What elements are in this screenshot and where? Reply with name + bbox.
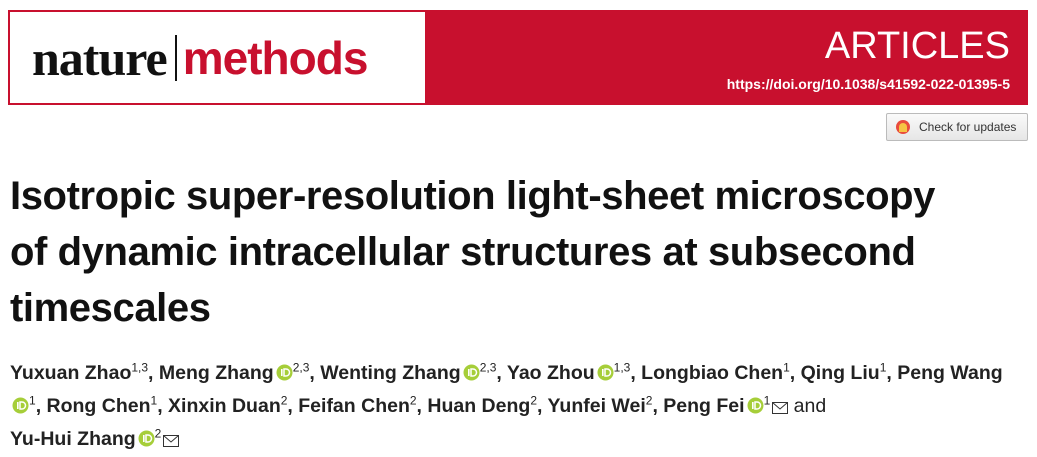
journal-name: methods: [182, 31, 369, 84]
author[interactable]: Yuxuan Zhao1,3: [10, 360, 149, 385]
orcid-icon[interactable]: [747, 393, 764, 424]
separator: ,: [35, 395, 42, 417]
logo-divider: [174, 34, 177, 81]
title-line: Isotropic super-resolution light-sheet m…: [10, 174, 935, 218]
affiliation: 2: [409, 393, 417, 408]
separator: ,: [309, 362, 315, 384]
email-icon[interactable]: [772, 393, 789, 424]
orcid-icon[interactable]: [463, 360, 480, 391]
author[interactable]: Yunfei Wei2: [547, 393, 653, 418]
title-line: timescales: [10, 286, 211, 330]
affiliation: 1,3: [131, 360, 149, 375]
author-name: Peng Wang: [897, 362, 1003, 384]
affiliation: 2: [645, 393, 653, 408]
author[interactable]: Huan Deng2: [427, 393, 537, 418]
affiliation: 2,3: [479, 360, 497, 375]
article-title: Isotropic super-resolution light-sheet m…: [10, 168, 935, 336]
separator: ,: [886, 362, 892, 384]
author-list: Yuxuan Zhao1,3, Meng Zhang 2,3, Wenting Z…: [10, 358, 1010, 457]
doi-link[interactable]: https://doi.org/10.1038/s41592-022-01395…: [726, 76, 1010, 92]
affiliation: 2: [280, 393, 288, 408]
affiliation: 2,3: [292, 360, 310, 375]
author[interactable]: Rong Chen1: [46, 393, 158, 418]
author-name: Huan Deng: [427, 395, 531, 417]
separator: ,: [537, 395, 543, 417]
author[interactable]: Qing Liu1: [800, 360, 887, 385]
header-right: ARTICLES https://doi.org/10.1038/s41592-…: [425, 12, 1026, 103]
author-name: Peng Fei: [663, 395, 745, 417]
author-name: Longbiao Chen: [641, 362, 784, 384]
author-name: Meng Zhang: [158, 362, 274, 384]
affiliation: 1: [763, 393, 771, 408]
author[interactable]: Yao Zhou 1,3: [506, 360, 631, 385]
author[interactable]: Xinxin Duan2: [168, 393, 288, 418]
author-name: Rong Chen: [46, 395, 151, 417]
author[interactable]: Peng Fei 1: [663, 393, 789, 417]
affiliation: 1: [150, 393, 158, 408]
author[interactable]: Meng Zhang 2,3: [158, 360, 310, 385]
affiliation: 1,3: [613, 360, 631, 375]
title-line: of dynamic intracellular structures at s…: [10, 230, 916, 274]
affiliation: 2: [530, 393, 537, 408]
author-name: Yao Zhou: [506, 362, 595, 384]
separator: ,: [287, 395, 293, 417]
check-updates-label: Check for updates: [919, 120, 1017, 134]
author-name: Yuxuan Zhao: [10, 362, 132, 384]
check-icon: [896, 120, 910, 134]
email-icon[interactable]: [163, 426, 180, 457]
author-name: Yunfei Wei: [547, 395, 646, 417]
affiliation: 1: [29, 393, 36, 408]
author-name: Wenting Zhang: [320, 362, 461, 384]
affiliation: 1: [783, 360, 790, 375]
author[interactable]: Peng Wang 1: [10, 362, 1003, 417]
journal-name: nature: [32, 29, 168, 86]
author[interactable]: Yu-Hui Zhang 2: [10, 426, 180, 450]
section-label: ARTICLES: [824, 25, 1010, 67]
separator: ,: [630, 362, 636, 384]
conjunction: and: [793, 395, 827, 417]
journal-banner: nature methods ARTICLES https://doi.org/…: [8, 10, 1028, 105]
orcid-icon[interactable]: [276, 360, 293, 391]
author-name: Yu-Hui Zhang: [10, 428, 136, 450]
orcid-icon[interactable]: [12, 393, 29, 424]
separator: ,: [652, 395, 658, 417]
author-name: Xinxin Duan: [168, 395, 281, 417]
affiliation: 1: [879, 360, 887, 375]
separator: ,: [496, 362, 502, 384]
separator: ,: [157, 395, 163, 417]
author-name: Feifan Chen: [298, 395, 410, 417]
author-name: Qing Liu: [800, 362, 880, 384]
journal-logo[interactable]: nature methods: [10, 12, 425, 103]
author[interactable]: Wenting Zhang 2,3: [320, 360, 497, 385]
separator: ,: [789, 362, 796, 384]
affiliation: 2: [154, 426, 162, 441]
check-updates-button[interactable]: Check for updates: [886, 113, 1028, 141]
orcid-icon[interactable]: [138, 426, 155, 457]
separator: ,: [416, 395, 422, 417]
orcid-icon[interactable]: [597, 360, 614, 391]
author[interactable]: Longbiao Chen1: [641, 360, 790, 385]
separator: ,: [148, 362, 154, 384]
author[interactable]: Feifan Chen2: [298, 393, 417, 418]
